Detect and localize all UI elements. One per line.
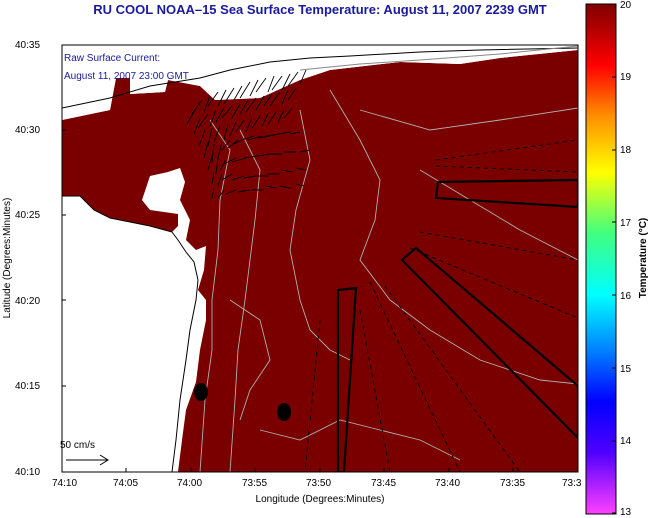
lon-tick-3: 73:55	[242, 478, 267, 489]
lat-tick-3: 40:20	[15, 296, 40, 307]
colorbar-tick-13: 13	[620, 507, 632, 518]
current-vectors	[186, 69, 311, 199]
x-axis-label: Longitude (Degrees:Minutes)	[256, 494, 385, 505]
north-coastline	[62, 47, 578, 109]
north-coastline-2	[299, 45, 578, 71]
current-label-line1: Raw Surface Current:	[64, 53, 160, 64]
radial-dashed-lines	[304, 139, 578, 472]
sampling-wedges	[336, 178, 578, 472]
lon-tick-2: 74:00	[177, 478, 202, 489]
colorbar-tick-18: 18	[620, 145, 632, 156]
colorbar-tick-17: 17	[620, 218, 632, 229]
radar-site-1	[194, 383, 208, 401]
colorbar-tick-14: 14	[620, 436, 632, 447]
land-new-jersey	[62, 196, 198, 472]
lon-tick-7: 73:35	[500, 478, 525, 489]
radar-site-2	[277, 403, 291, 421]
lat-tick-4: 40:15	[15, 381, 40, 392]
colorbar	[585, 3, 617, 515]
y-axis-label: Latitude (Degrees:Minutes)	[2, 198, 13, 319]
lon-tick-1: 74:05	[113, 478, 138, 489]
coastline	[62, 195, 199, 472]
colorbar-tick-15: 15	[620, 364, 632, 375]
sst-field	[62, 50, 578, 472]
lat-tick-0: 40:35	[15, 40, 40, 51]
lon-ticks	[61, 468, 514, 472]
current-label-line2: August 11, 2007 23:00 GMT	[64, 71, 189, 82]
figure-title: RU COOL NOAA–15 Sea Surface Temperature:…	[93, 2, 547, 17]
land-new-york	[62, 45, 578, 120]
scale-arrow	[66, 454, 109, 466]
colorbar-label: Temperature (°C)	[638, 218, 649, 299]
lon-tick-4: 73:50	[306, 478, 331, 489]
colorbar-tick-16: 16	[620, 291, 632, 302]
colorbar-tick-19: 19	[620, 72, 632, 83]
lat-ticks	[62, 44, 66, 387]
lon-tick-0: 74:10	[52, 478, 77, 489]
scale-label: 50 cm/s	[60, 440, 95, 451]
colorbar-tick-20: 20	[620, 0, 632, 11]
lat-tick-5: 40:10	[15, 467, 40, 478]
lon-tick-5: 73:45	[371, 478, 396, 489]
lat-tick-2: 40:25	[15, 210, 40, 221]
lat-tick-1: 40:30	[15, 125, 40, 136]
lon-tick-6: 73:40	[435, 478, 460, 489]
colorbar-ticks	[612, 3, 616, 514]
lon-tick-8: 73:3	[562, 478, 582, 489]
